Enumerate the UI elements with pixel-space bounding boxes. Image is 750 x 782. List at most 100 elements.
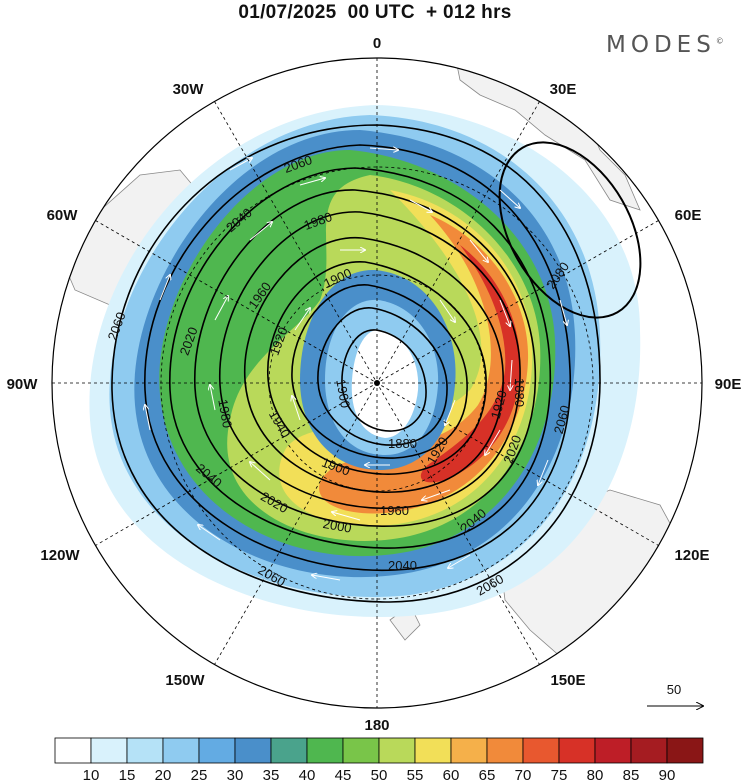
contour-2020 bbox=[169, 167, 552, 549]
wind-vector bbox=[250, 462, 271, 481]
colorbar-label: 90 bbox=[659, 767, 676, 782]
colorbar: 10 15 20 25 30 35 40 45 50 55 60 65 70 75 80 85 90 bbox=[54, 737, 704, 782]
colorbar-boxes bbox=[54, 737, 704, 764]
wind-reference-value: 50 bbox=[667, 682, 681, 697]
wind-vector bbox=[469, 239, 488, 262]
lon-label-60e: 60E bbox=[675, 207, 702, 224]
contour-label: 2060 bbox=[551, 404, 573, 436]
colorbar-label: 55 bbox=[407, 767, 424, 782]
map-plot-area bbox=[59, 58, 691, 681]
colorbar-box bbox=[342, 737, 380, 764]
contour-1940 bbox=[267, 261, 487, 475]
colorbar-label: 75 bbox=[551, 767, 568, 782]
colorbar-label: 30 bbox=[227, 767, 244, 782]
polar-map: 2080 2060 2060 2060 2060 2060 2040 2040 … bbox=[7, 35, 742, 730]
wind-vector bbox=[214, 296, 228, 321]
colorbar-label: 85 bbox=[623, 767, 640, 782]
lon-label-30w: 30W bbox=[173, 81, 205, 98]
colorbar-label: 60 bbox=[443, 767, 460, 782]
colorbar-box bbox=[666, 737, 704, 764]
colorbar-box bbox=[90, 737, 128, 764]
lon-label-120e: 120E bbox=[674, 547, 709, 564]
brand-logo: MODES© bbox=[606, 32, 724, 58]
wind-vector bbox=[510, 359, 512, 390]
contour-1980 bbox=[219, 211, 521, 510]
height-contours bbox=[111, 124, 642, 603]
copyright-mark: © bbox=[715, 36, 724, 46]
colorbar-box bbox=[54, 737, 92, 764]
contour-1880 bbox=[341, 329, 427, 432]
wind-vectors bbox=[145, 148, 567, 581]
wind-vector bbox=[249, 222, 272, 241]
contour-label: 1960 bbox=[380, 503, 409, 518]
wind-vector bbox=[445, 399, 456, 425]
shade-inner-10 bbox=[351, 329, 419, 438]
lon-label-150w: 150W bbox=[165, 672, 205, 689]
contour-label: 2000 bbox=[322, 516, 353, 536]
colorbar-label: 25 bbox=[191, 767, 208, 782]
colorbar-labels: 10 15 20 25 30 35 40 45 50 55 60 65 70 75 80 85 90 bbox=[83, 767, 676, 782]
colorbar-box bbox=[450, 737, 488, 764]
lon-label-120w: 120W bbox=[40, 547, 80, 564]
colorbar-box bbox=[162, 737, 200, 764]
contour-label: 1880 bbox=[388, 436, 417, 451]
wind-vector bbox=[210, 385, 216, 411]
south-pole-marker bbox=[374, 380, 380, 386]
colorbar-box bbox=[378, 737, 416, 764]
shade-band-80 bbox=[420, 245, 521, 483]
wind-vector bbox=[439, 299, 455, 322]
wind-vector bbox=[485, 429, 501, 455]
lon-label-60w: 60W bbox=[47, 207, 79, 224]
wind-vector bbox=[538, 459, 549, 485]
contour-1960 bbox=[244, 237, 504, 493]
wind-vector bbox=[409, 199, 432, 212]
wind-vector bbox=[198, 525, 221, 541]
wind-vector bbox=[145, 405, 151, 431]
lon-label-90e: 90E bbox=[715, 376, 742, 393]
colorbar-label: 50 bbox=[371, 767, 388, 782]
brand-text: MODES bbox=[606, 32, 716, 58]
wind-vector bbox=[292, 396, 301, 421]
wind-vector bbox=[299, 178, 325, 186]
wind-reference: 50 bbox=[647, 682, 703, 706]
colorbar-box bbox=[126, 737, 164, 764]
colorbar-box bbox=[486, 737, 524, 764]
wind-vector bbox=[448, 554, 471, 568]
contour-label: 1900 bbox=[333, 378, 353, 409]
colorbar-label: 40 bbox=[299, 767, 316, 782]
wind-vector bbox=[369, 148, 398, 150]
lon-label-0: 0 bbox=[373, 35, 381, 52]
colorbar-box bbox=[306, 737, 344, 764]
contour-2000 bbox=[194, 189, 537, 527]
contour-2080-high bbox=[498, 141, 642, 319]
wind-vector bbox=[332, 512, 361, 521]
colorbar-label: 70 bbox=[515, 767, 532, 782]
lon-label-90w: 90W bbox=[7, 376, 39, 393]
wind-vector bbox=[499, 299, 510, 326]
contour-1920 bbox=[291, 284, 468, 459]
contour-label: 2040 bbox=[388, 558, 417, 573]
lon-label-180: 180 bbox=[364, 717, 389, 730]
wind-vector bbox=[499, 189, 520, 208]
contour-label: 1920 bbox=[488, 389, 510, 421]
colorbar-label: 10 bbox=[83, 767, 100, 782]
wind-speed-shading bbox=[89, 105, 641, 617]
colorbar-label: 45 bbox=[335, 767, 352, 782]
map-boundary bbox=[51, 57, 703, 709]
colorbar-box bbox=[594, 737, 632, 764]
colorbar-label: 15 bbox=[119, 767, 136, 782]
longitude-labels: 0 30E 60E 90E 120E 150E 180 150W 120W 90… bbox=[7, 35, 742, 730]
colorbar-label: 80 bbox=[587, 767, 604, 782]
contour-label: 1880 bbox=[512, 378, 527, 407]
wind-vector bbox=[312, 575, 341, 581]
wind-vector bbox=[422, 489, 451, 500]
contour-1900 bbox=[317, 307, 448, 446]
wind-vector bbox=[559, 299, 567, 325]
colorbar-label: 20 bbox=[155, 767, 172, 782]
contour-label: 1980 bbox=[215, 398, 235, 429]
colorbar-box bbox=[198, 737, 236, 764]
map-title: 01/07/2025 00 UTC + 012 hrs bbox=[238, 2, 512, 23]
lon-label-150e: 150E bbox=[550, 672, 585, 689]
colorbar-label: 35 bbox=[263, 767, 280, 782]
colorbar-box bbox=[630, 737, 668, 764]
